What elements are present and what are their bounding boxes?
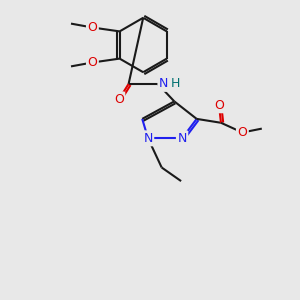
Text: N: N bbox=[143, 132, 153, 145]
Text: H: H bbox=[171, 77, 180, 90]
Text: N: N bbox=[159, 77, 168, 90]
Text: O: O bbox=[88, 56, 97, 69]
Text: O: O bbox=[214, 99, 224, 112]
Text: O: O bbox=[88, 21, 97, 34]
Text: N: N bbox=[177, 132, 187, 145]
Text: O: O bbox=[114, 93, 124, 106]
Text: O: O bbox=[237, 126, 247, 139]
